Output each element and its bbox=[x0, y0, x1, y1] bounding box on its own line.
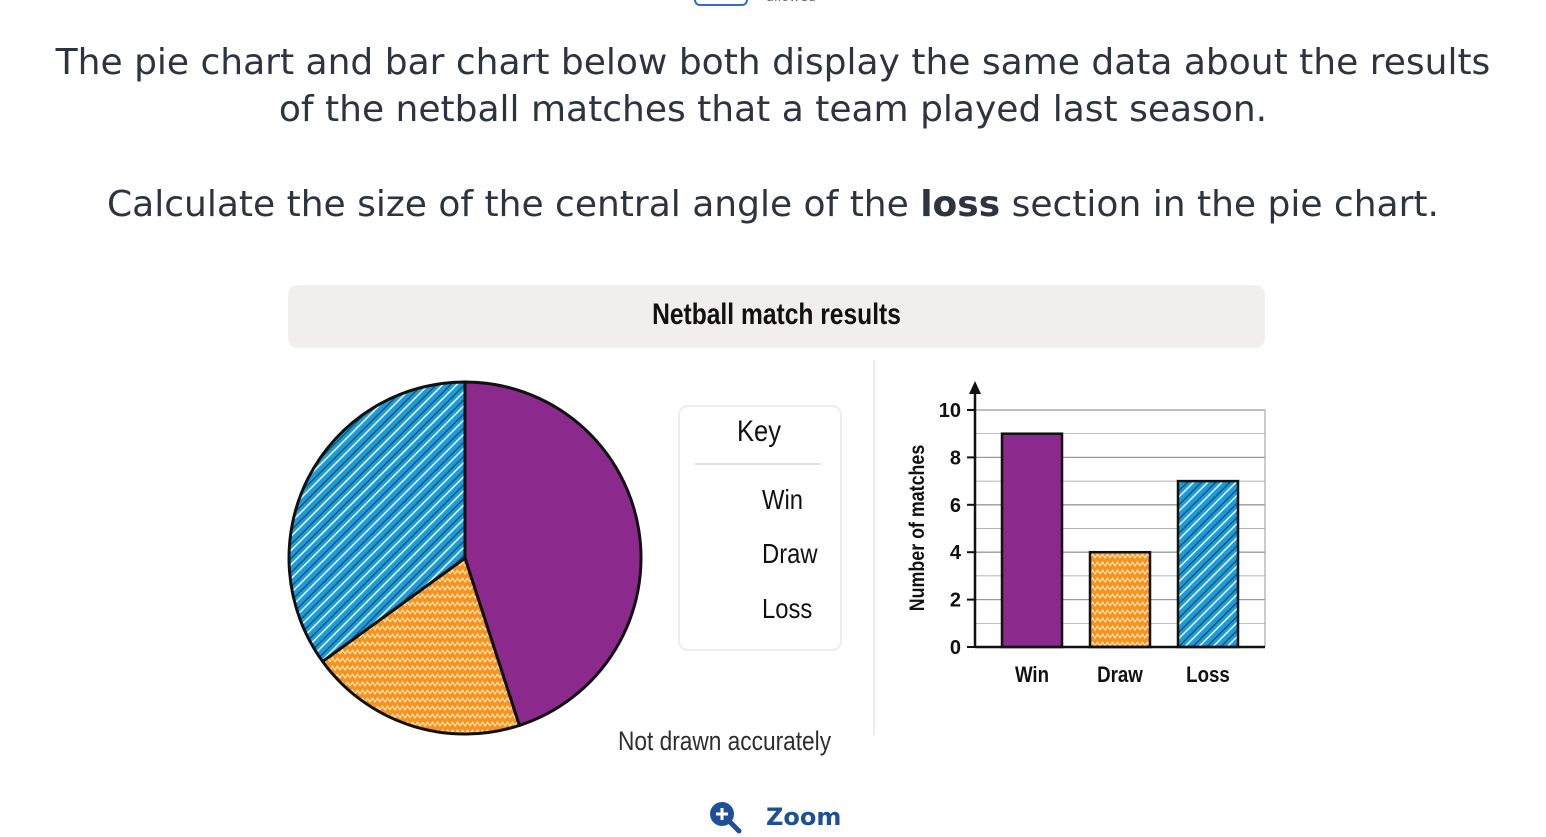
x-tick-label-loss: Loss bbox=[1186, 664, 1230, 688]
y-tick-label: 10 bbox=[939, 400, 961, 422]
bar-draw bbox=[1088, 550, 1152, 649]
legend-label-win: Win bbox=[762, 484, 803, 515]
y-tick-label: 6 bbox=[950, 495, 961, 517]
legend-title: Key bbox=[737, 415, 781, 448]
legend-label-draw: Draw bbox=[762, 538, 818, 569]
x-tick-label-draw: Draw bbox=[1097, 664, 1143, 688]
bar-win bbox=[1000, 432, 1064, 649]
zoom-button[interactable]: Zoom bbox=[708, 800, 841, 834]
y-tick-label: 0 bbox=[950, 637, 961, 659]
y-tick-label: 2 bbox=[950, 590, 961, 612]
question-line-2: of the netball matches that a team playe… bbox=[278, 89, 1268, 130]
pie-slice-draw bbox=[321, 556, 521, 736]
y-tick-label: 8 bbox=[950, 447, 961, 469]
zoom-label: Zoom bbox=[766, 803, 842, 831]
top-fragment-text: allowed bbox=[766, 0, 816, 5]
y-tick-label: 4 bbox=[950, 542, 962, 564]
question-bold-word: loss bbox=[920, 184, 1001, 225]
chart-title: Netball match results bbox=[652, 298, 901, 331]
top-fragment-box bbox=[694, 0, 748, 6]
bar-loss bbox=[1176, 479, 1240, 649]
zoom-in-icon bbox=[710, 802, 742, 834]
question-line-3: Calculate the size of the central angle … bbox=[0, 184, 1546, 225]
legend-label-loss: Loss bbox=[762, 593, 813, 624]
question-text-before: Calculate the size of the central angle … bbox=[107, 184, 921, 225]
question-text-after: section in the pie chart. bbox=[1000, 184, 1439, 225]
chart-divider bbox=[873, 360, 875, 735]
legend-divider bbox=[695, 463, 821, 465]
question-line-1: The pie chart and bar chart below both d… bbox=[55, 42, 1491, 83]
legend-box bbox=[678, 405, 842, 651]
pie-slice-loss bbox=[287, 380, 467, 663]
y-axis-arrow bbox=[969, 381, 981, 394]
chart-title-bar bbox=[288, 285, 1265, 348]
pie-slice-win bbox=[463, 380, 643, 727]
x-tick-label-win: Win bbox=[1015, 664, 1049, 688]
not-drawn-accurately-note: Not drawn accurately bbox=[618, 726, 832, 756]
y-axis-label: Number of matches bbox=[906, 445, 930, 612]
